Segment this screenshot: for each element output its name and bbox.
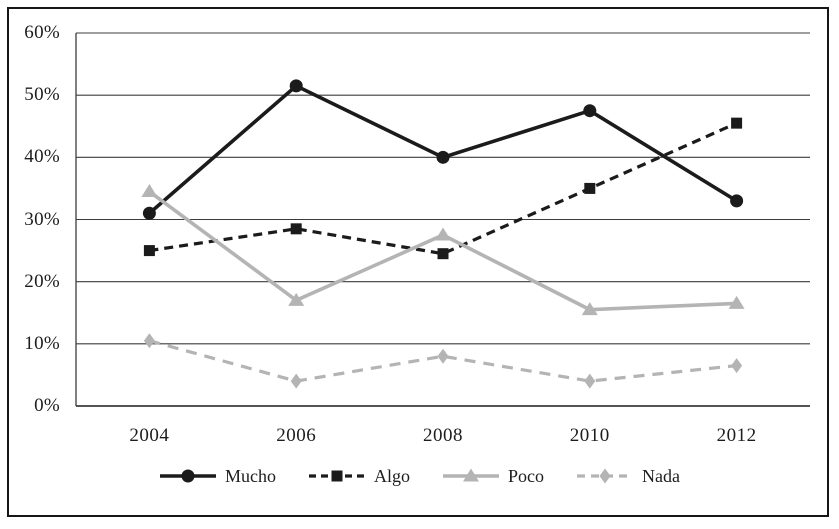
legend-item-poco: Poco	[442, 466, 544, 487]
triangle-marker	[141, 184, 158, 198]
triangle-marker	[288, 292, 305, 306]
legend-item-mucho: Mucho	[159, 466, 276, 487]
circle-marker	[181, 469, 195, 483]
legend-label: Nada	[642, 465, 680, 486]
legend-circle-swatch	[160, 469, 216, 483]
diamond-marker	[599, 468, 611, 484]
x-axis-tick-label: 2012	[716, 425, 757, 446]
triangle-marker	[463, 468, 479, 482]
y-axis-tick-label: 10%	[24, 332, 60, 354]
circle-marker	[142, 206, 156, 220]
x-axis-tick-label: 2008	[423, 425, 463, 446]
diamond-marker	[584, 373, 596, 389]
square-marker	[731, 117, 743, 129]
legend-square-swatch	[309, 470, 365, 482]
chart-legend: Mucho Algo Poco Nada	[0, 460, 839, 492]
y-axis-tick-label: 20%	[24, 270, 60, 292]
x-axis-tick-label: 2004	[129, 425, 170, 446]
triangle-marker	[728, 295, 745, 309]
diamond-marker	[143, 333, 155, 349]
y-axis-tick-label: 0%	[34, 395, 60, 416]
square-marker	[143, 245, 155, 257]
y-axis-tick-label: 40%	[24, 146, 60, 168]
circle-marker	[583, 104, 597, 118]
square-marker	[437, 248, 449, 260]
series-line-mucho	[148, 83, 738, 215]
y-axis-tick-label: 30%	[24, 208, 60, 230]
circle-marker	[289, 79, 303, 93]
x-axis-tick-label: 2006	[276, 425, 317, 446]
legend-label: Algo	[374, 465, 410, 486]
triangle-marker	[581, 302, 598, 316]
legend-label: Poco	[508, 465, 544, 486]
circle-marker	[436, 150, 450, 164]
series-line-algo	[149, 121, 738, 256]
diamond-marker	[290, 373, 302, 389]
legend-label: Mucho	[225, 465, 276, 486]
triangle-marker	[435, 227, 451, 241]
x-axis-tick-label: 2010	[569, 425, 610, 446]
y-axis: 0% 10% 20% 30% 40% 50% 60%	[0, 0, 60, 440]
figure-frame	[7, 7, 829, 517]
circle-marker	[730, 194, 744, 208]
legend-diamond-swatch	[577, 468, 633, 484]
square-marker	[331, 470, 343, 482]
y-axis-tick-label: 60%	[24, 22, 60, 43]
square-marker	[584, 182, 596, 194]
diamond-marker	[437, 348, 449, 364]
diamond-marker	[731, 358, 743, 374]
legend-item-algo: Algo	[308, 466, 410, 487]
square-marker	[290, 223, 302, 235]
legend-item-nada: Nada	[576, 466, 680, 487]
legend-triangle-swatch	[443, 468, 499, 482]
series-line-nada	[148, 339, 737, 383]
y-axis-tick-label: 50%	[24, 84, 60, 106]
